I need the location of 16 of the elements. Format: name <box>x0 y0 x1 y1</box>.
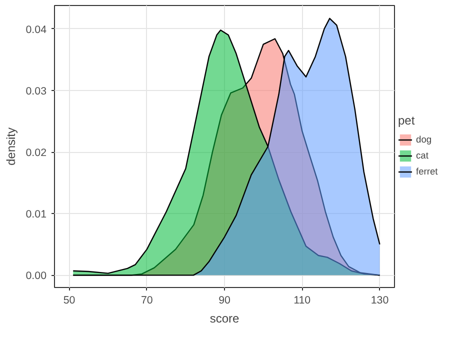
x-tick-label: 90 <box>218 294 230 306</box>
y-tick-label: 0.00 <box>26 270 47 282</box>
x-tick-label: 110 <box>294 294 311 306</box>
x-axis-title: score <box>210 312 240 326</box>
y-tick-label: 0.01 <box>26 208 47 221</box>
x-tick-label: 70 <box>140 294 153 306</box>
legend-label: ferret <box>416 166 438 176</box>
x-tick-label: 130 <box>370 294 389 306</box>
y-tick-label: 0.04 <box>26 24 47 36</box>
legend-title: pet <box>398 114 416 128</box>
y-tick-label: 0.03 <box>26 85 47 98</box>
legend-label: dog <box>416 134 433 144</box>
legend-label: cat <box>416 150 430 160</box>
y-tick-label: 0.02 <box>26 147 47 160</box>
x-tick-label: 50 <box>63 294 76 306</box>
y-axis-title: density <box>4 127 18 166</box>
